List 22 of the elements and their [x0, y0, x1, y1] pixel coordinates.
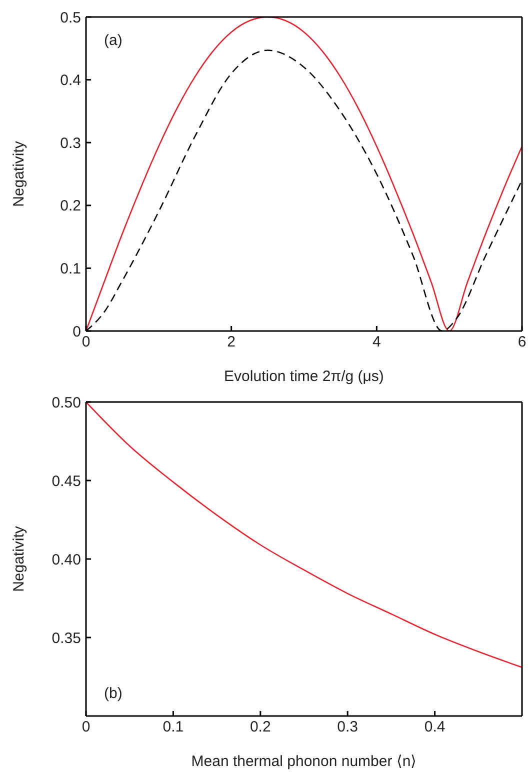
x-axis-title: Evolution time 2π/g (μs): [224, 368, 384, 385]
x-tick-label: 4: [372, 334, 381, 351]
y-tick-label: 0.45: [52, 472, 81, 490]
annotation: (b): [104, 685, 122, 702]
y-tick-label: 0.40: [52, 551, 81, 568]
y-tick-label: 0.35: [52, 630, 81, 647]
x-tick-label: 0.2: [250, 718, 271, 736]
y-axis-title: Negativity: [10, 526, 28, 592]
x-tick-label: 2: [227, 334, 236, 351]
y-tick-label: 0.2: [60, 198, 81, 215]
y-tick-label: 0.3: [60, 134, 81, 152]
x-axis-title: Mean thermal phonon number ⟨n⟩: [191, 753, 417, 770]
y-tick-label: 0.50: [52, 394, 81, 412]
x-tick-label: 0.3: [337, 718, 358, 736]
x-tick-label: 6: [518, 334, 526, 351]
y-tick-label: 0.5: [60, 9, 81, 26]
x-tick-label: 0.4: [424, 718, 446, 736]
x-tick-label: 0.1: [162, 718, 184, 736]
annotation: (a): [104, 32, 122, 49]
y-tick-label: 0.4: [60, 72, 81, 90]
y-axis-title: Negativity: [10, 140, 28, 207]
y-tick-label: 0.1: [60, 260, 81, 278]
